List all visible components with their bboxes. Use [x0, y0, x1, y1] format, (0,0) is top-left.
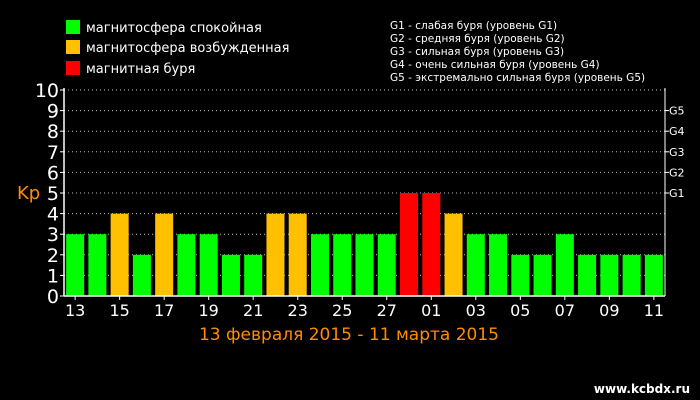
g-legend-line-5: G5 - экстремально сильная буря (уровень … [390, 72, 645, 84]
bar-25 [333, 234, 352, 296]
legend: магнитосфера спокойная магнитосфера возб… [66, 20, 289, 77]
bar-13 [66, 234, 85, 296]
y-tick-label-4: 4 [47, 204, 59, 226]
bar-20 [221, 254, 240, 296]
y-tick-label-2: 2 [47, 245, 59, 267]
legend-label-quiet: магнитосфера спокойная [86, 21, 262, 36]
x-tick-label-13: 13 [65, 301, 85, 320]
bar-06 [533, 254, 552, 296]
bar-15 [110, 213, 129, 296]
y-tick-label-3: 3 [47, 224, 59, 246]
y-axis-label: Kp [17, 183, 40, 204]
bar-07 [555, 234, 574, 296]
right-tick-label-G2: G2 [669, 166, 685, 179]
y-tick-label-7: 7 [47, 142, 59, 164]
right-tick-label-G3: G3 [669, 146, 685, 159]
x-tick-label-21: 21 [243, 301, 263, 320]
bar-01 [422, 193, 441, 296]
x-tick-label-07: 07 [555, 301, 575, 320]
bar-11 [644, 254, 663, 296]
y-tick-label-5: 5 [47, 183, 59, 205]
bar-09 [600, 254, 619, 296]
right-tick-label-G5: G5 [669, 105, 685, 118]
bar-21 [244, 254, 263, 296]
x-tick-label-19: 19 [199, 301, 219, 320]
watermark: www.kcbdx.ru [594, 382, 690, 396]
y-tick-label-6: 6 [47, 162, 59, 184]
y-tick-label-1: 1 [47, 265, 59, 287]
y-tick-label-10: 10 [35, 80, 59, 102]
y-tick-label-9: 9 [47, 101, 59, 123]
bar-17 [155, 213, 174, 296]
axes [60, 88, 669, 300]
right-tick-label-G4: G4 [669, 125, 685, 138]
legend-label-storm: магнитная буря [86, 62, 195, 77]
x-tick-label-11: 11 [644, 301, 664, 320]
y-tick-label-0: 0 [47, 286, 59, 308]
bar-14 [88, 234, 107, 296]
x-tick-label-03: 03 [466, 301, 486, 320]
bar-08 [578, 254, 597, 296]
bar-10 [622, 254, 641, 296]
bar-02 [444, 213, 463, 296]
bar-04 [489, 234, 508, 296]
bar-26 [355, 234, 374, 296]
bar-22 [266, 213, 285, 296]
legend-swatch-active [66, 40, 80, 54]
right-tick-label-G1: G1 [669, 187, 685, 200]
bar-24 [310, 234, 329, 296]
x-tick-label-17: 17 [154, 301, 174, 320]
legend-label-active: магнитосфера возбужденная [86, 41, 289, 56]
bar-03 [466, 234, 485, 296]
g-level-legend: G1 - слабая буря (уровень G1) G2 - средн… [390, 20, 645, 84]
x-tick-label-01: 01 [421, 301, 441, 320]
bar-27 [377, 234, 396, 296]
x-tick-label-05: 05 [510, 301, 530, 320]
bar-05 [511, 254, 530, 296]
bar-19 [199, 234, 218, 296]
bar-16 [132, 254, 151, 296]
g-legend-line-3: G3 - сильная буря (уровень G3) [390, 46, 564, 58]
g-legend-line-1: G1 - слабая буря (уровень G1) [390, 20, 557, 32]
x-tick-label-15: 15 [109, 301, 129, 320]
legend-swatch-quiet [66, 20, 80, 34]
g-legend-line-2: G2 - средняя буря (уровень G2) [390, 33, 565, 45]
x-tick-label-09: 09 [599, 301, 619, 320]
y-tick-label-8: 8 [47, 121, 59, 143]
bar-28 [400, 193, 419, 296]
bar-18 [177, 234, 196, 296]
x-tick-label-23: 23 [288, 301, 308, 320]
bar-23 [288, 213, 307, 296]
bars [66, 193, 663, 296]
legend-swatch-storm [66, 61, 80, 75]
x-tick-label-25: 25 [332, 301, 352, 320]
x-tick-label-27: 27 [377, 301, 397, 320]
g-legend-line-4: G4 - очень сильная буря (уровень G4) [390, 59, 600, 71]
x-axis-label: 13 февраля 2015 - 11 марта 2015 [199, 325, 499, 345]
